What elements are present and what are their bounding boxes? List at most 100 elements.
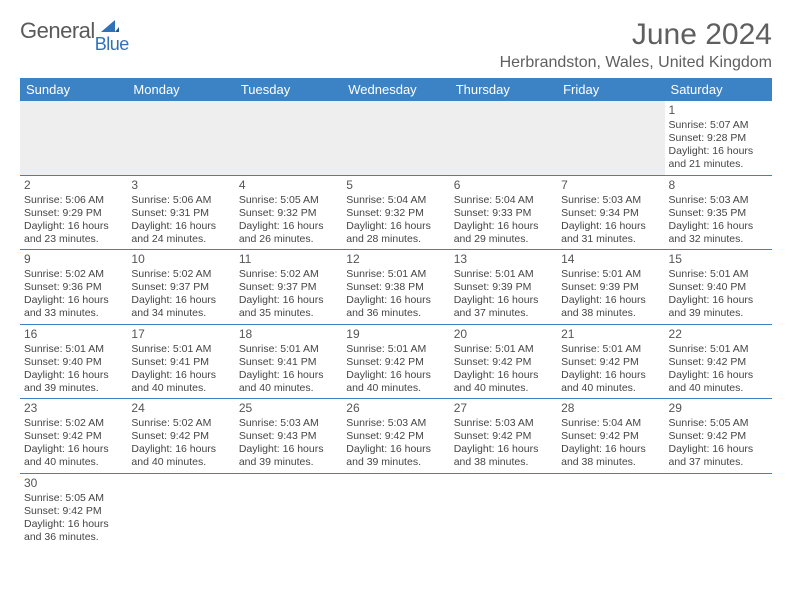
sunset-line: Sunset: 9:28 PM bbox=[669, 132, 768, 145]
day1-line: Daylight: 16 hours bbox=[346, 294, 445, 307]
day2-line: and 21 minutes. bbox=[669, 158, 768, 171]
day2-line: and 39 minutes. bbox=[24, 382, 123, 395]
day-cell bbox=[235, 473, 342, 547]
day-cell: 25Sunrise: 5:03 AMSunset: 9:43 PMDayligh… bbox=[235, 399, 342, 474]
day2-line: and 24 minutes. bbox=[131, 233, 230, 246]
weekday-header-row: Sunday Monday Tuesday Wednesday Thursday… bbox=[20, 78, 772, 101]
sunrise-line: Sunrise: 5:01 AM bbox=[239, 343, 338, 356]
week-row: 1Sunrise: 5:07 AMSunset: 9:28 PMDaylight… bbox=[20, 101, 772, 175]
sunset-line: Sunset: 9:42 PM bbox=[131, 430, 230, 443]
day-cell: 26Sunrise: 5:03 AMSunset: 9:42 PMDayligh… bbox=[342, 399, 449, 474]
day2-line: and 29 minutes. bbox=[454, 233, 553, 246]
week-row: 2Sunrise: 5:06 AMSunset: 9:29 PMDaylight… bbox=[20, 175, 772, 250]
day2-line: and 33 minutes. bbox=[24, 307, 123, 320]
day2-line: and 39 minutes. bbox=[669, 307, 768, 320]
day1-line: Daylight: 16 hours bbox=[239, 220, 338, 233]
day-cell: 16Sunrise: 5:01 AMSunset: 9:40 PMDayligh… bbox=[20, 324, 127, 399]
day1-line: Daylight: 16 hours bbox=[24, 443, 123, 456]
day1-line: Daylight: 16 hours bbox=[24, 518, 123, 531]
day1-line: Daylight: 16 hours bbox=[454, 294, 553, 307]
day-cell: 9Sunrise: 5:02 AMSunset: 9:36 PMDaylight… bbox=[20, 250, 127, 325]
logo-word2: Blue bbox=[95, 34, 129, 55]
day1-line: Daylight: 16 hours bbox=[454, 220, 553, 233]
day-number: 1 bbox=[669, 103, 768, 118]
logo-word1: General bbox=[20, 18, 95, 44]
day-cell: 1Sunrise: 5:07 AMSunset: 9:28 PMDaylight… bbox=[665, 101, 772, 175]
day-number: 2 bbox=[24, 178, 123, 193]
sunset-line: Sunset: 9:39 PM bbox=[454, 281, 553, 294]
sunset-line: Sunset: 9:29 PM bbox=[24, 207, 123, 220]
day-number: 7 bbox=[561, 178, 660, 193]
day1-line: Daylight: 16 hours bbox=[454, 369, 553, 382]
day-cell bbox=[450, 101, 557, 175]
day-cell: 17Sunrise: 5:01 AMSunset: 9:41 PMDayligh… bbox=[127, 324, 234, 399]
sunset-line: Sunset: 9:42 PM bbox=[454, 356, 553, 369]
sunset-line: Sunset: 9:32 PM bbox=[239, 207, 338, 220]
day-number: 8 bbox=[669, 178, 768, 193]
sunrise-line: Sunrise: 5:05 AM bbox=[239, 194, 338, 207]
day1-line: Daylight: 16 hours bbox=[561, 294, 660, 307]
day2-line: and 32 minutes. bbox=[669, 233, 768, 246]
day-cell: 8Sunrise: 5:03 AMSunset: 9:35 PMDaylight… bbox=[665, 175, 772, 250]
day1-line: Daylight: 16 hours bbox=[669, 145, 768, 158]
header: General Blue June 2024 Herbrandston, Wal… bbox=[20, 18, 772, 72]
day1-line: Daylight: 16 hours bbox=[24, 294, 123, 307]
day-cell bbox=[127, 101, 234, 175]
sunset-line: Sunset: 9:41 PM bbox=[239, 356, 338, 369]
day1-line: Daylight: 16 hours bbox=[669, 294, 768, 307]
day-number: 22 bbox=[669, 327, 768, 342]
day-cell: 2Sunrise: 5:06 AMSunset: 9:29 PMDaylight… bbox=[20, 175, 127, 250]
day1-line: Daylight: 16 hours bbox=[561, 369, 660, 382]
sunrise-line: Sunrise: 5:06 AM bbox=[131, 194, 230, 207]
day2-line: and 23 minutes. bbox=[24, 233, 123, 246]
sunset-line: Sunset: 9:40 PM bbox=[24, 356, 123, 369]
calendar-table: Sunday Monday Tuesday Wednesday Thursday… bbox=[20, 78, 772, 547]
day-cell: 4Sunrise: 5:05 AMSunset: 9:32 PMDaylight… bbox=[235, 175, 342, 250]
day1-line: Daylight: 16 hours bbox=[131, 294, 230, 307]
sunrise-line: Sunrise: 5:02 AM bbox=[24, 268, 123, 281]
sunset-line: Sunset: 9:37 PM bbox=[239, 281, 338, 294]
sunrise-line: Sunrise: 5:01 AM bbox=[346, 268, 445, 281]
sunset-line: Sunset: 9:42 PM bbox=[346, 430, 445, 443]
week-row: 23Sunrise: 5:02 AMSunset: 9:42 PMDayligh… bbox=[20, 399, 772, 474]
sunrise-line: Sunrise: 5:01 AM bbox=[346, 343, 445, 356]
day-number: 6 bbox=[454, 178, 553, 193]
day-cell: 27Sunrise: 5:03 AMSunset: 9:42 PMDayligh… bbox=[450, 399, 557, 474]
day-number: 24 bbox=[131, 401, 230, 416]
day-cell: 19Sunrise: 5:01 AMSunset: 9:42 PMDayligh… bbox=[342, 324, 449, 399]
day1-line: Daylight: 16 hours bbox=[346, 369, 445, 382]
day-number: 27 bbox=[454, 401, 553, 416]
day-cell bbox=[235, 101, 342, 175]
weekday-header: Saturday bbox=[665, 78, 772, 101]
sunrise-line: Sunrise: 5:01 AM bbox=[454, 343, 553, 356]
day1-line: Daylight: 16 hours bbox=[669, 220, 768, 233]
sunrise-line: Sunrise: 5:01 AM bbox=[561, 343, 660, 356]
day-number: 28 bbox=[561, 401, 660, 416]
sunset-line: Sunset: 9:33 PM bbox=[454, 207, 553, 220]
day1-line: Daylight: 16 hours bbox=[346, 220, 445, 233]
day-cell: 7Sunrise: 5:03 AMSunset: 9:34 PMDaylight… bbox=[557, 175, 664, 250]
day-number: 15 bbox=[669, 252, 768, 267]
sunrise-line: Sunrise: 5:01 AM bbox=[669, 268, 768, 281]
weekday-header: Thursday bbox=[450, 78, 557, 101]
day-number: 13 bbox=[454, 252, 553, 267]
day1-line: Daylight: 16 hours bbox=[24, 369, 123, 382]
sunrise-line: Sunrise: 5:04 AM bbox=[454, 194, 553, 207]
sunrise-line: Sunrise: 5:02 AM bbox=[239, 268, 338, 281]
title-block: June 2024 Herbrandston, Wales, United Ki… bbox=[500, 18, 772, 72]
sunrise-line: Sunrise: 5:04 AM bbox=[346, 194, 445, 207]
day-cell bbox=[557, 101, 664, 175]
day-cell: 12Sunrise: 5:01 AMSunset: 9:38 PMDayligh… bbox=[342, 250, 449, 325]
sunset-line: Sunset: 9:38 PM bbox=[346, 281, 445, 294]
sunrise-line: Sunrise: 5:03 AM bbox=[669, 194, 768, 207]
sunset-line: Sunset: 9:32 PM bbox=[346, 207, 445, 220]
day1-line: Daylight: 16 hours bbox=[669, 443, 768, 456]
sunrise-line: Sunrise: 5:06 AM bbox=[24, 194, 123, 207]
day2-line: and 31 minutes. bbox=[561, 233, 660, 246]
day2-line: and 35 minutes. bbox=[239, 307, 338, 320]
sunrise-line: Sunrise: 5:01 AM bbox=[131, 343, 230, 356]
day2-line: and 40 minutes. bbox=[454, 382, 553, 395]
day-cell: 15Sunrise: 5:01 AMSunset: 9:40 PMDayligh… bbox=[665, 250, 772, 325]
sunrise-line: Sunrise: 5:03 AM bbox=[561, 194, 660, 207]
day-number: 3 bbox=[131, 178, 230, 193]
